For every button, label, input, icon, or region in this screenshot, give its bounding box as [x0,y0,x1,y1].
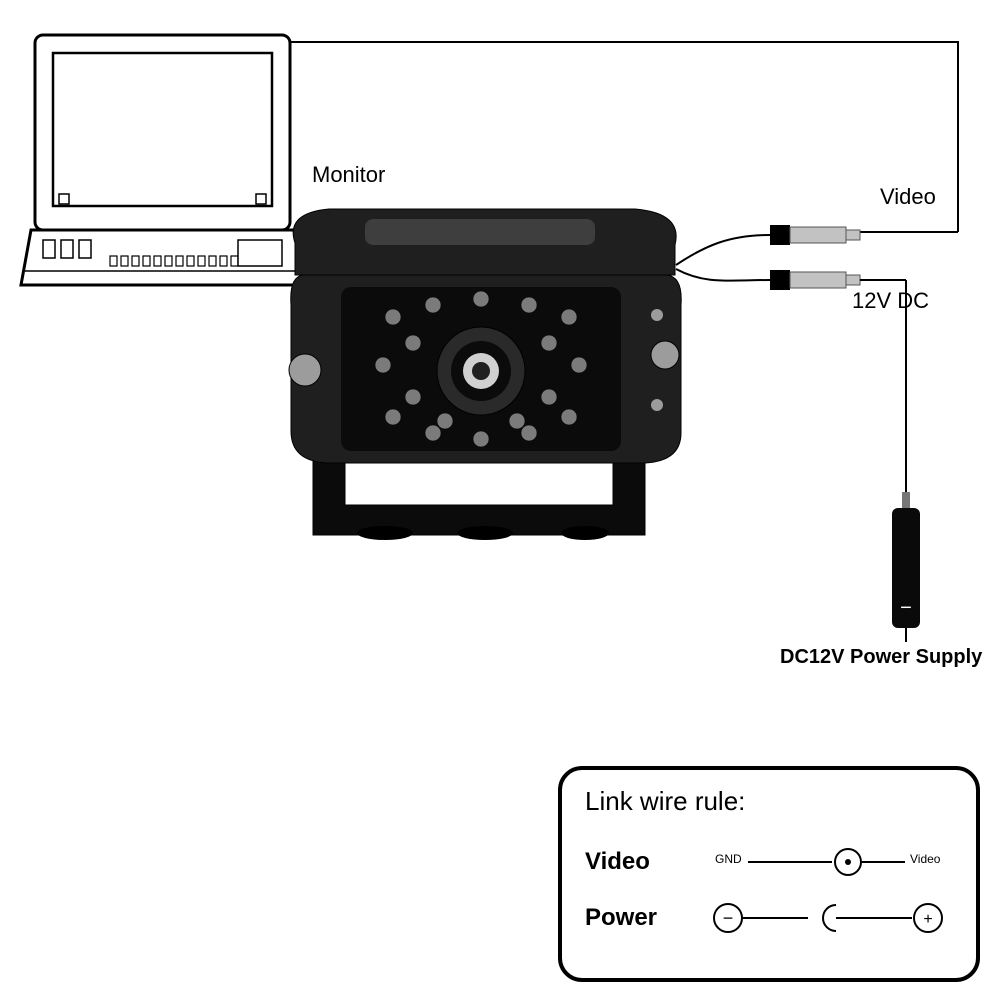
legend-title: Link wire rule: [585,786,745,817]
label-12vdc: 12V DC [852,288,929,314]
wiring-diagram: − − + Monitor Video 12V DC DC12V Power Sup… [0,0,1000,1000]
legend-gnd: GND [715,852,742,866]
svg-text:−: − [900,597,912,619]
legend-video-small: Video [910,852,940,866]
legend-row2: Power [585,904,657,932]
svg-text:+: + [923,911,932,928]
label-monitor: Monitor [312,162,385,188]
label-power-supply: DC12V Power Supply [780,646,982,669]
label-video: Video [880,184,936,210]
svg-text:−: − [723,908,734,928]
diagram-svg: − − + [0,0,1000,1000]
legend-row1: Video [585,848,650,876]
